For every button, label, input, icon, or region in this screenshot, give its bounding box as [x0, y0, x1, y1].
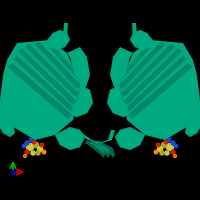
- Circle shape: [166, 144, 174, 150]
- Polygon shape: [120, 40, 200, 140]
- Polygon shape: [67, 47, 90, 90]
- Polygon shape: [85, 140, 105, 158]
- Polygon shape: [18, 48, 77, 105]
- Circle shape: [25, 150, 29, 154]
- Polygon shape: [70, 85, 93, 117]
- Polygon shape: [125, 55, 187, 112]
- Circle shape: [34, 142, 38, 148]
- Circle shape: [42, 150, 46, 154]
- Circle shape: [160, 151, 164, 155]
- Polygon shape: [128, 63, 192, 119]
- Polygon shape: [63, 23, 68, 37]
- Polygon shape: [119, 41, 154, 80]
- Polygon shape: [90, 140, 110, 158]
- Polygon shape: [78, 133, 92, 140]
- Polygon shape: [119, 41, 165, 89]
- Circle shape: [164, 140, 168, 144]
- Polygon shape: [0, 100, 15, 137]
- Polygon shape: [121, 43, 175, 97]
- Circle shape: [40, 143, 44, 147]
- Circle shape: [174, 154, 177, 158]
- Circle shape: [158, 146, 162, 152]
- Polygon shape: [130, 30, 155, 50]
- Polygon shape: [25, 43, 79, 97]
- Circle shape: [25, 141, 29, 145]
- Circle shape: [162, 142, 166, 148]
- Circle shape: [171, 150, 175, 154]
- Circle shape: [29, 138, 33, 142]
- Circle shape: [31, 151, 35, 155]
- Circle shape: [32, 140, 36, 144]
- Circle shape: [167, 138, 171, 142]
- Polygon shape: [35, 41, 81, 89]
- Polygon shape: [0, 40, 80, 140]
- Polygon shape: [185, 100, 200, 137]
- Circle shape: [156, 143, 160, 147]
- Polygon shape: [13, 55, 75, 112]
- Circle shape: [24, 154, 26, 158]
- Polygon shape: [108, 130, 115, 140]
- Circle shape: [38, 146, 42, 152]
- Polygon shape: [107, 85, 130, 117]
- Circle shape: [165, 151, 169, 155]
- Circle shape: [26, 144, 34, 150]
- Polygon shape: [98, 140, 112, 143]
- Polygon shape: [123, 48, 182, 105]
- Polygon shape: [95, 140, 115, 158]
- Circle shape: [36, 151, 40, 155]
- Polygon shape: [45, 30, 70, 50]
- Polygon shape: [115, 127, 145, 150]
- Polygon shape: [46, 41, 81, 80]
- Polygon shape: [110, 47, 133, 90]
- Polygon shape: [55, 127, 85, 150]
- Circle shape: [154, 150, 158, 154]
- Circle shape: [22, 144, 26, 148]
- Polygon shape: [88, 140, 102, 143]
- Circle shape: [174, 144, 178, 148]
- Polygon shape: [132, 23, 137, 37]
- Circle shape: [171, 141, 175, 145]
- Polygon shape: [8, 63, 72, 119]
